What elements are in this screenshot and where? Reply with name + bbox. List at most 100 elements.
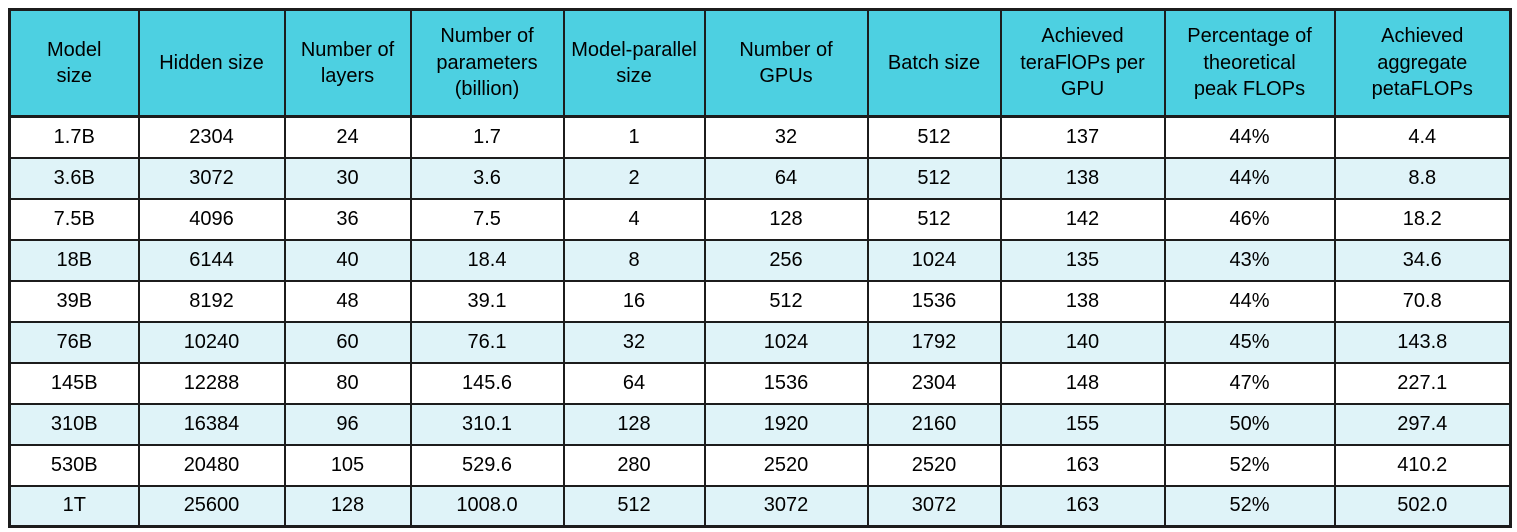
table-cell: 512 xyxy=(562,484,706,528)
table-cell: 1T xyxy=(8,484,140,528)
table-cell: 76B xyxy=(8,320,140,364)
table-cell: 2304 xyxy=(137,115,286,159)
table-cell: 128 xyxy=(703,197,869,241)
table-row: 530B 20480 105 529.6 280 2520 2520 163 52% 410.2 xyxy=(8,443,1512,487)
table-cell: 3072 xyxy=(703,484,869,528)
table-cell: 256 xyxy=(703,238,869,282)
table-cell: 36 xyxy=(283,197,412,241)
table-cell: 512 xyxy=(866,156,1002,200)
table-cell: 39B xyxy=(8,279,140,323)
table-cell: 44% xyxy=(1163,115,1336,159)
table-cell: 145.6 xyxy=(409,361,565,405)
table-cell: 8 xyxy=(562,238,706,282)
table-body: 1.7B 2304 24 1.7 1 32 512 137 44% 4.4 3.6B 3072 30 3.… xyxy=(8,115,1512,528)
table-cell: 46% xyxy=(1163,197,1336,241)
table-cell: 45% xyxy=(1163,320,1336,364)
table-cell: 410.2 xyxy=(1333,443,1512,487)
table-row: 3.6B 3072 30 3.6 2 64 512 138 44% 8.8 xyxy=(8,156,1512,200)
table-cell: 297.4 xyxy=(1333,402,1512,446)
table-cell: 1920 xyxy=(703,402,869,446)
table-cell: 18B xyxy=(8,238,140,282)
table-cell: 7.5B xyxy=(8,197,140,241)
table-cell: 48 xyxy=(283,279,412,323)
table-cell: 60 xyxy=(283,320,412,364)
column-header-3: Number of parameters (billion) xyxy=(409,8,565,118)
table-cell: 44% xyxy=(1163,156,1336,200)
table-cell: 1792 xyxy=(866,320,1002,364)
table-row: 310B 16384 96 310.1 128 1920 2160 155 50% 297.4 xyxy=(8,402,1512,446)
column-header-0: Model size xyxy=(8,8,140,118)
table-header: Model size Hidden size Number of layers Num… xyxy=(8,8,1512,118)
table-cell: 7.5 xyxy=(409,197,565,241)
table-cell: 96 xyxy=(283,402,412,446)
table-cell: 1024 xyxy=(703,320,869,364)
table-cell: 47% xyxy=(1163,361,1336,405)
table-cell: 70.8 xyxy=(1333,279,1512,323)
table-cell: 18.2 xyxy=(1333,197,1512,241)
table-cell: 76.1 xyxy=(409,320,565,364)
table-cell: 4 xyxy=(562,197,706,241)
table-cell: 310B xyxy=(8,402,140,446)
table-cell: 140 xyxy=(999,320,1166,364)
table-cell: 40 xyxy=(283,238,412,282)
table-cell: 1.7 xyxy=(409,115,565,159)
table-cell: 512 xyxy=(866,115,1002,159)
table-cell: 52% xyxy=(1163,443,1336,487)
table-cell: 310.1 xyxy=(409,402,565,446)
column-header-1: Hidden size xyxy=(137,8,286,118)
table-cell: 24 xyxy=(283,115,412,159)
table-cell: 163 xyxy=(999,443,1166,487)
table-cell: 3072 xyxy=(137,156,286,200)
table-cell: 2520 xyxy=(866,443,1002,487)
table-cell: 8.8 xyxy=(1333,156,1512,200)
table-cell: 50% xyxy=(1163,402,1336,446)
table-cell: 16384 xyxy=(137,402,286,446)
table-row: 18B 6144 40 18.4 8 256 1024 135 43% 34.6 xyxy=(8,238,1512,282)
table-cell: 105 xyxy=(283,443,412,487)
table-row: 1.7B 2304 24 1.7 1 32 512 137 44% 4.4 xyxy=(8,115,1512,159)
table-row: 76B 10240 60 76.1 32 1024 1792 140 45% 143.8 xyxy=(8,320,1512,364)
table-row: 39B 8192 48 39.1 16 512 1536 138 44% 70.8 xyxy=(8,279,1512,323)
table-cell: 155 xyxy=(999,402,1166,446)
table-cell: 34.6 xyxy=(1333,238,1512,282)
table-cell: 502.0 xyxy=(1333,484,1512,528)
table-cell: 12288 xyxy=(137,361,286,405)
table-cell: 1536 xyxy=(703,361,869,405)
table-cell: 64 xyxy=(703,156,869,200)
table-cell: 138 xyxy=(999,279,1166,323)
column-header-5: Number of GPUs xyxy=(703,8,869,118)
table-cell: 512 xyxy=(866,197,1002,241)
table-cell: 143.8 xyxy=(1333,320,1512,364)
table-cell: 227.1 xyxy=(1333,361,1512,405)
table-cell: 3072 xyxy=(866,484,1002,528)
header-row: Model size Hidden size Number of layers Num… xyxy=(8,8,1512,118)
table-cell: 80 xyxy=(283,361,412,405)
model-scaling-table: Model size Hidden size Number of layers Num… xyxy=(8,8,1512,528)
table-cell: 52% xyxy=(1163,484,1336,528)
column-header-7: Achieved teraFlOPs per GPU xyxy=(999,8,1166,118)
table-cell: 25600 xyxy=(137,484,286,528)
column-header-9: Achieved aggregate petaFLOPs xyxy=(1333,8,1512,118)
table-cell: 1 xyxy=(562,115,706,159)
table-cell: 16 xyxy=(562,279,706,323)
table-row: 7.5B 4096 36 7.5 4 128 512 142 46% 18.2 xyxy=(8,197,1512,241)
table-cell: 3.6B xyxy=(8,156,140,200)
table-cell: 280 xyxy=(562,443,706,487)
table-cell: 148 xyxy=(999,361,1166,405)
table-cell: 138 xyxy=(999,156,1166,200)
table-row: 145B 12288 80 145.6 64 1536 2304 148 47% 227.1 xyxy=(8,361,1512,405)
table-cell: 6144 xyxy=(137,238,286,282)
table-cell: 2160 xyxy=(866,402,1002,446)
table-cell: 10240 xyxy=(137,320,286,364)
table-cell: 39.1 xyxy=(409,279,565,323)
table-cell: 135 xyxy=(999,238,1166,282)
table-cell: 18.4 xyxy=(409,238,565,282)
table-cell: 1.7B xyxy=(8,115,140,159)
table-cell: 32 xyxy=(703,115,869,159)
table-cell: 1008.0 xyxy=(409,484,565,528)
table-cell: 128 xyxy=(283,484,412,528)
table-cell: 2 xyxy=(562,156,706,200)
table-cell: 8192 xyxy=(137,279,286,323)
table-row: 1T 25600 128 1008.0 512 3072 3072 163 52% 502.0 xyxy=(8,484,1512,528)
table-cell: 32 xyxy=(562,320,706,364)
